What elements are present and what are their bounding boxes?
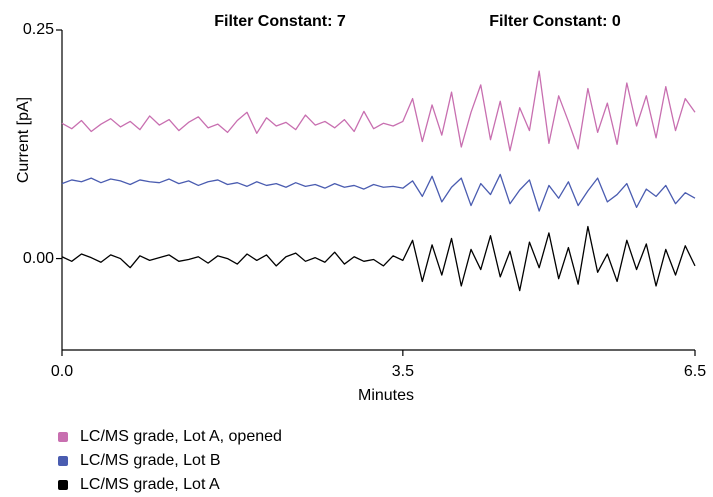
- legend-label: LC/MS grade, Lot A: [80, 476, 220, 493]
- x-tick-label: 3.5: [392, 363, 414, 380]
- x-tick-label: 6.5: [684, 363, 706, 380]
- line-series: [61, 173, 696, 212]
- y-tick-label: 0.00: [23, 250, 54, 267]
- legend-label: LC/MS grade, Lot B: [80, 452, 221, 469]
- annotation: Filter Constant: 7: [214, 13, 346, 30]
- legend-swatch: [58, 456, 68, 466]
- legend-swatch: [58, 432, 68, 442]
- x-tick-label: 0.0: [51, 363, 73, 380]
- line-series: [61, 70, 696, 152]
- line-series: [61, 225, 696, 292]
- y-axis-label: Current [pA]: [15, 97, 32, 183]
- legend-swatch: [58, 480, 68, 490]
- y-tick-label: 0.25: [23, 21, 54, 38]
- x-axis-label: Minutes: [358, 387, 414, 404]
- legend-label: LC/MS grade, Lot A, opened: [80, 428, 282, 445]
- annotation: Filter Constant: 0: [489, 13, 621, 30]
